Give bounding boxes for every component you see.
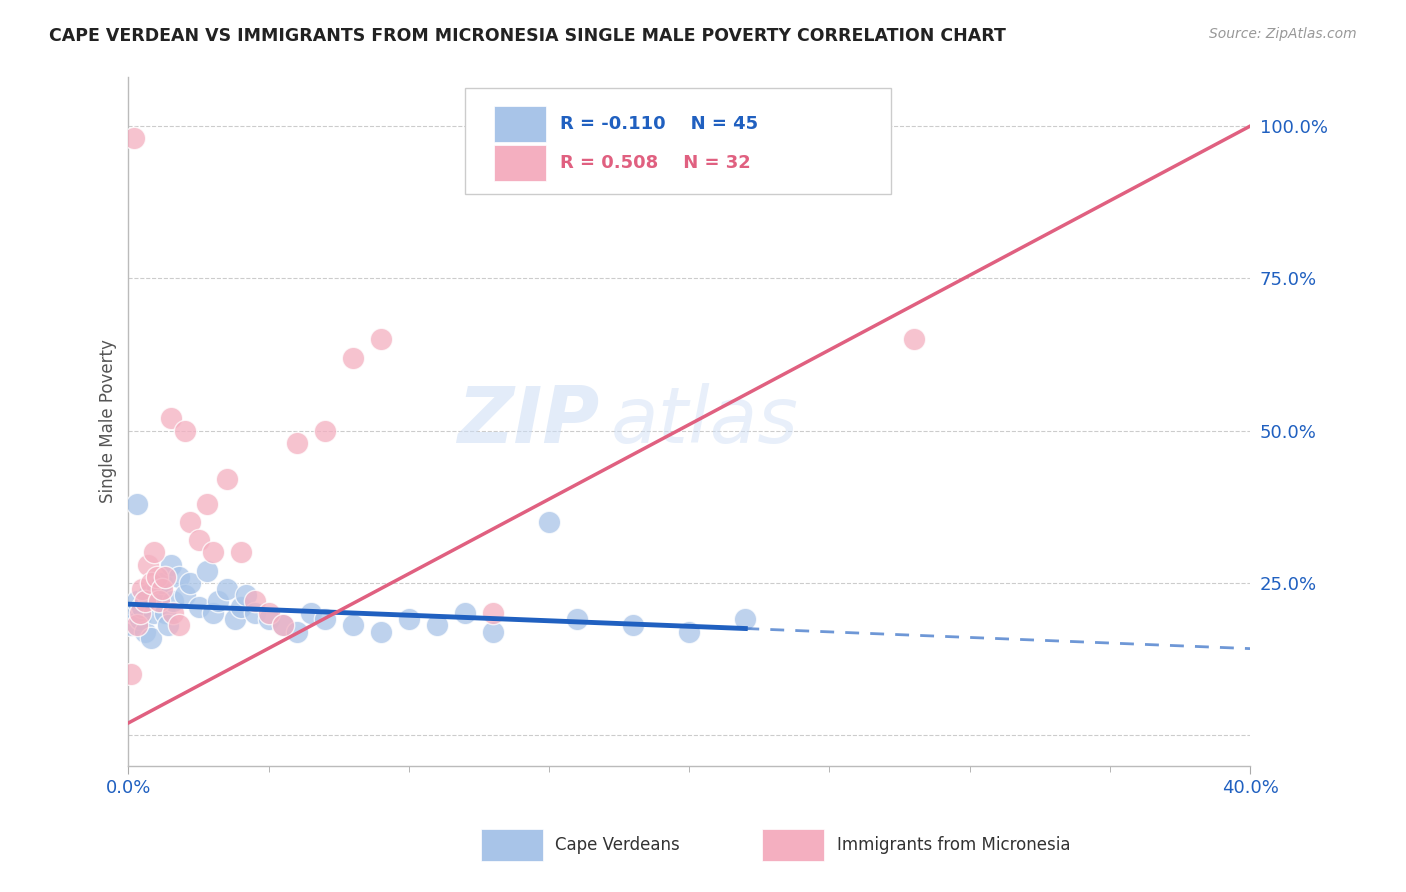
Point <box>621 618 644 632</box>
Point <box>565 612 588 626</box>
Point <box>125 594 148 608</box>
Point <box>426 618 449 632</box>
Point <box>235 588 257 602</box>
Point <box>370 624 392 639</box>
Point <box>903 332 925 346</box>
Point <box>159 411 181 425</box>
Point <box>153 570 176 584</box>
Point <box>271 618 294 632</box>
Point <box>162 594 184 608</box>
Point <box>195 564 218 578</box>
Point <box>122 131 145 145</box>
Point <box>125 618 148 632</box>
Point <box>125 497 148 511</box>
Point <box>145 570 167 584</box>
Point <box>314 424 336 438</box>
Point <box>342 351 364 365</box>
Point <box>195 497 218 511</box>
FancyBboxPatch shape <box>465 87 891 194</box>
Text: ZIP: ZIP <box>457 384 599 459</box>
Point <box>187 600 209 615</box>
Point <box>122 607 145 621</box>
Point <box>243 607 266 621</box>
Text: CAPE VERDEAN VS IMMIGRANTS FROM MICRONESIA SINGLE MALE POVERTY CORRELATION CHART: CAPE VERDEAN VS IMMIGRANTS FROM MICRONES… <box>49 27 1007 45</box>
Point <box>159 558 181 572</box>
Point <box>179 515 201 529</box>
Point <box>215 582 238 596</box>
Point <box>150 582 173 596</box>
Point <box>257 612 280 626</box>
Point <box>224 612 246 626</box>
Point <box>128 607 150 621</box>
Point <box>145 582 167 596</box>
Point <box>482 624 505 639</box>
Point <box>142 607 165 621</box>
Point <box>120 618 142 632</box>
Point <box>167 618 190 632</box>
Point <box>314 612 336 626</box>
Point <box>482 607 505 621</box>
Point <box>150 575 173 590</box>
Point <box>285 435 308 450</box>
Point <box>148 594 170 608</box>
Point <box>136 558 159 572</box>
Point <box>156 618 179 632</box>
Point <box>153 607 176 621</box>
Text: atlas: atlas <box>610 384 799 459</box>
Point <box>734 612 756 626</box>
Point <box>128 612 150 626</box>
Point <box>398 612 420 626</box>
Point <box>229 600 252 615</box>
Point <box>136 588 159 602</box>
Point <box>167 570 190 584</box>
Point <box>148 594 170 608</box>
Point <box>229 545 252 559</box>
Point <box>131 582 153 596</box>
Point <box>271 618 294 632</box>
Point <box>299 607 322 621</box>
Point <box>173 588 195 602</box>
Point <box>342 618 364 632</box>
Point <box>162 607 184 621</box>
Point <box>207 594 229 608</box>
Point <box>187 533 209 548</box>
FancyBboxPatch shape <box>494 106 546 142</box>
Text: Immigrants from Micronesia: Immigrants from Micronesia <box>837 836 1070 854</box>
Point <box>538 515 561 529</box>
Point <box>142 545 165 559</box>
Point <box>139 631 162 645</box>
Point <box>131 600 153 615</box>
Text: Cape Verdeans: Cape Verdeans <box>555 836 681 854</box>
Point <box>134 594 156 608</box>
Point <box>243 594 266 608</box>
Text: R = 0.508    N = 32: R = 0.508 N = 32 <box>560 153 751 172</box>
Y-axis label: Single Male Poverty: Single Male Poverty <box>100 340 117 503</box>
Text: Source: ZipAtlas.com: Source: ZipAtlas.com <box>1209 27 1357 41</box>
Point <box>257 607 280 621</box>
Point <box>120 667 142 681</box>
Point <box>179 575 201 590</box>
Point <box>285 624 308 639</box>
Point <box>173 424 195 438</box>
FancyBboxPatch shape <box>494 145 546 181</box>
Point <box>370 332 392 346</box>
Point <box>201 545 224 559</box>
Point <box>678 624 700 639</box>
Text: R = -0.110    N = 45: R = -0.110 N = 45 <box>560 115 758 133</box>
Point <box>454 607 477 621</box>
Point <box>134 624 156 639</box>
Point <box>139 575 162 590</box>
Point <box>215 472 238 486</box>
Point <box>201 607 224 621</box>
